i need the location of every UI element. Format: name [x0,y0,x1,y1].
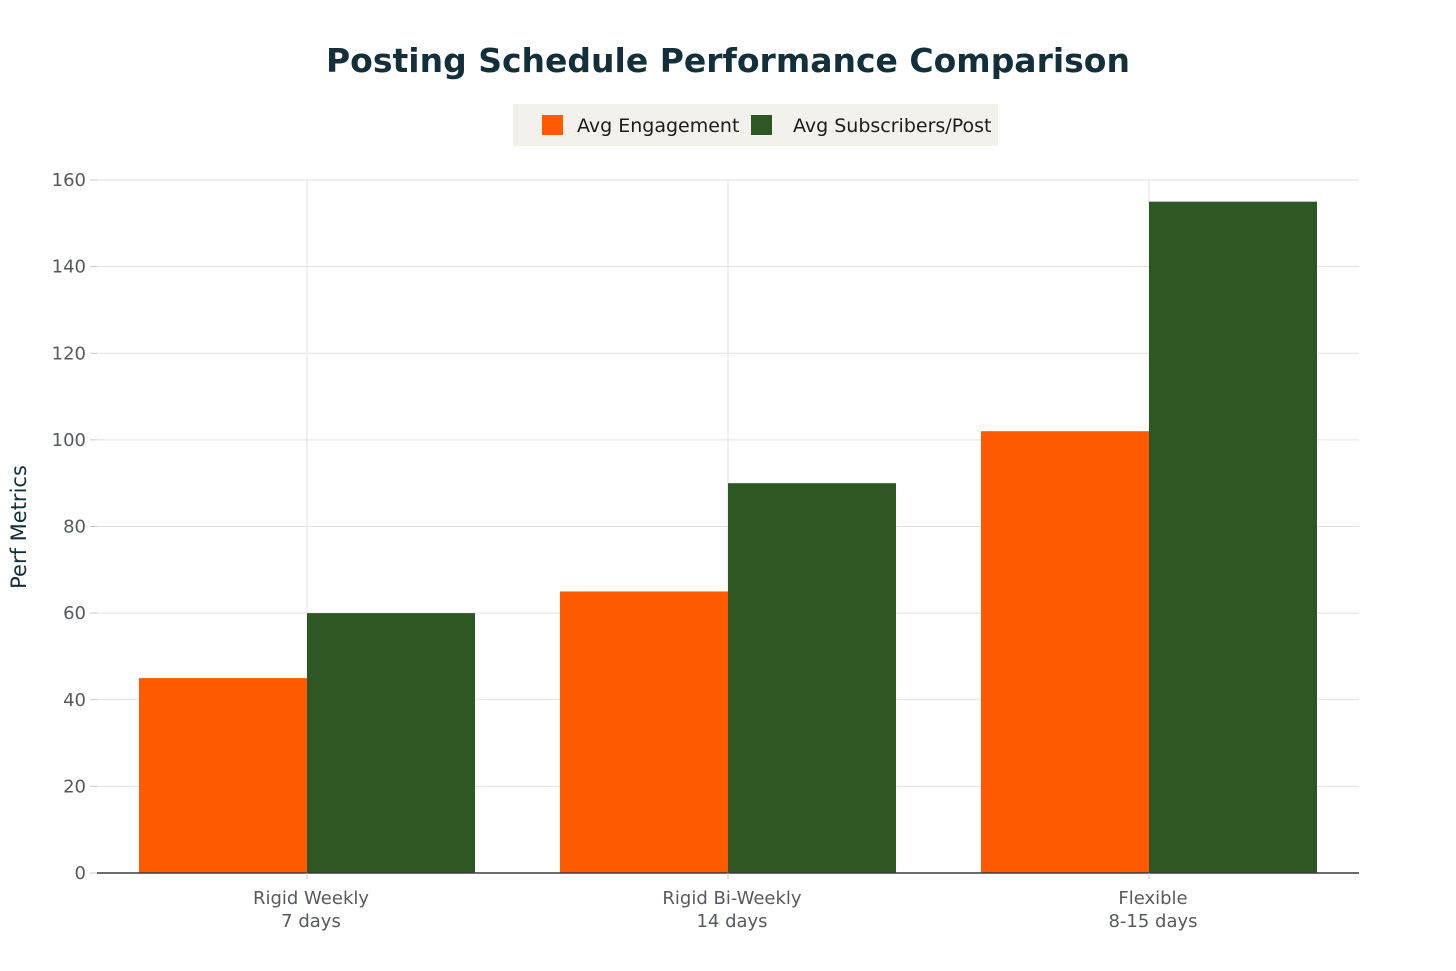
x-tick-label: Flexible 8-15 days [1108,888,1197,932]
bar-avg-engagement-2 [981,431,1149,873]
legend: Avg Engagement Avg Subscribers/Post [513,104,998,146]
y-tick-label: 140 [52,257,86,278]
y-tick-label: 60 [63,603,86,624]
bar-avg-subscribers-post-2 [1149,201,1317,873]
y-tick-label: 80 [63,517,86,538]
x-axis-ticks: Rigid Weekly 7 days Rigid Bi-Weekly 14 days… [253,873,1198,932]
bar-avg-engagement-0 [139,678,307,873]
y-axis-ticks: 0 20 40 60 80 100 120 140 160 [52,170,97,884]
bar-avg-subscribers-post-1 [728,483,896,873]
legend-label-avg-engagement: Avg Engagement [577,115,739,137]
legend-swatch-avg-engagement [542,115,563,135]
legend-label-avg-subscribers-per-post: Avg Subscribers/Post [793,115,991,137]
bars [97,201,1359,874]
y-tick-label: 100 [52,430,86,451]
y-tick-label: 40 [63,690,86,711]
legend-swatch-avg-subscribers-per-post [751,115,772,135]
y-tick-label: 20 [63,776,86,797]
y-axis-title: Perf Metrics [7,465,31,589]
chart-title: Posting Schedule Performance Comparison [326,41,1130,80]
y-tick-label: 0 [75,863,86,884]
y-tick-label: 160 [52,170,86,191]
y-tick-label: 120 [52,343,86,364]
bar-avg-engagement-1 [560,591,728,873]
x-tick-label: Rigid Bi-Weekly 14 days [662,888,802,932]
x-tick-label: Rigid Weekly 7 days [253,888,369,932]
bar-avg-subscribers-post-0 [307,613,475,873]
